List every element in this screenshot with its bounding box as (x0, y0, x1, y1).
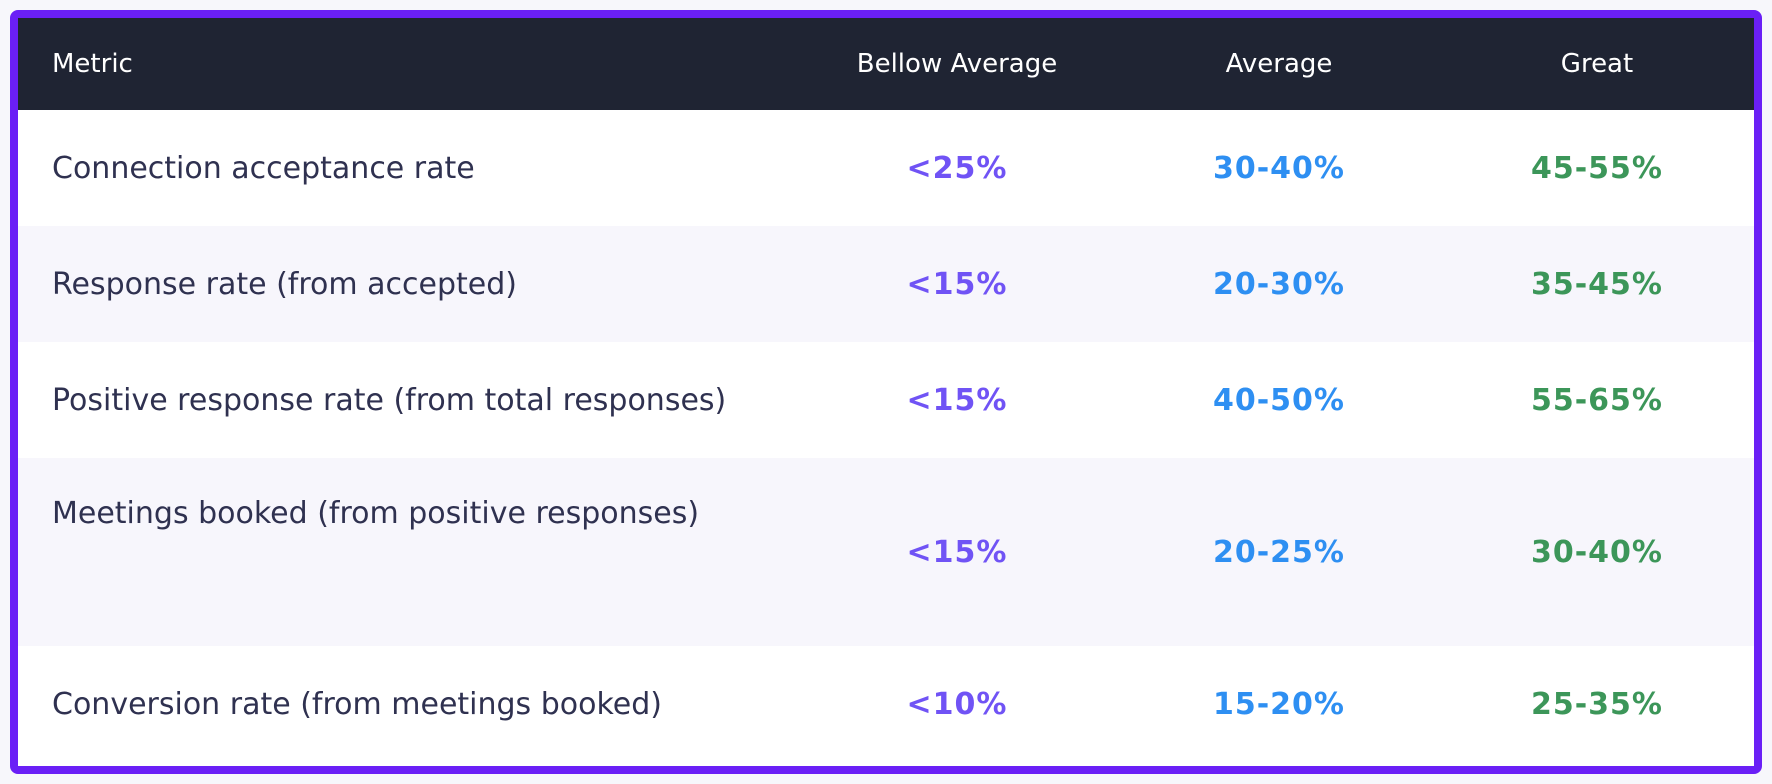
average-cell: 15-20% (1212, 686, 1345, 722)
great-cell: 45-55% (1530, 150, 1663, 186)
metric-cell: Positive response rate (from total respo… (52, 382, 727, 418)
benchmark-table-frame: Metric Bellow Average Average Great Conn… (10, 10, 1762, 774)
metric-cell: Connection acceptance rate (52, 150, 475, 186)
average-cell: 40-50% (1212, 382, 1345, 418)
header-great: Great (1560, 49, 1634, 79)
great-cell: 30-40% (1530, 534, 1663, 570)
header-metric: Metric (52, 49, 133, 79)
table-body: Connection acceptance rate <25% 30-40% 4… (18, 110, 1754, 762)
metric-cell: Response rate (from accepted) (52, 266, 517, 302)
benchmark-table: Metric Bellow Average Average Great Conn… (18, 18, 1754, 762)
table-header: Metric Bellow Average Average Great (18, 18, 1754, 110)
great-cell: 25-35% (1530, 686, 1663, 722)
metric-cell: Conversion rate (from meetings booked) (52, 686, 662, 722)
header-row: Metric Bellow Average Average Great (18, 18, 1754, 110)
below-average-cell: <15% (906, 534, 1008, 570)
header-below-average: Bellow Average (856, 49, 1058, 79)
average-cell: 20-25% (1212, 534, 1345, 570)
average-cell: 30-40% (1212, 150, 1345, 186)
below-average-cell: <10% (906, 686, 1008, 722)
below-average-cell: <25% (906, 150, 1008, 186)
table-row: Connection acceptance rate <25% 30-40% 4… (18, 110, 1754, 226)
below-average-cell: <15% (906, 382, 1008, 418)
metric-cell: Meetings booked (from positive responses… (52, 496, 700, 531)
great-cell: 55-65% (1530, 382, 1663, 418)
table-row: Meetings booked (from positive responses… (18, 458, 1754, 646)
average-cell: 20-30% (1212, 266, 1345, 302)
great-cell: 35-45% (1530, 266, 1663, 302)
below-average-cell: <15% (906, 266, 1008, 302)
table-row: Response rate (from accepted) <15% 20-30… (18, 226, 1754, 342)
header-average: Average (1225, 49, 1333, 79)
table-row: Conversion rate (from meetings booked) <… (18, 646, 1754, 762)
table-row: Positive response rate (from total respo… (18, 342, 1754, 458)
